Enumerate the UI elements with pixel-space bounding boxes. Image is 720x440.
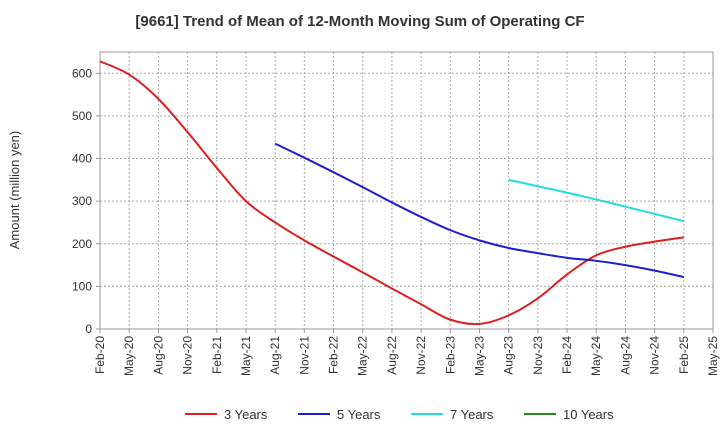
series-line-5-years xyxy=(274,142,685,278)
y-tick-label: 200 xyxy=(72,237,92,251)
x-tick-label: Feb-24 xyxy=(560,336,574,374)
y-tick-label: 600 xyxy=(72,66,92,80)
x-tick-label: May-21 xyxy=(239,336,253,376)
x-tick-label: May-23 xyxy=(472,336,486,376)
legend-label: 3 Years xyxy=(224,407,268,422)
x-tick-label: Aug-24 xyxy=(618,336,632,375)
y-tick-label: 0 xyxy=(85,322,92,336)
x-tick-label: Nov-21 xyxy=(297,336,311,375)
x-tick-label: Feb-23 xyxy=(443,336,457,374)
series-line-7-years xyxy=(508,178,685,223)
x-tick-label: May-20 xyxy=(122,336,136,376)
x-tick-label: Aug-20 xyxy=(151,336,165,375)
x-tick-label: Feb-20 xyxy=(93,336,107,374)
legend: 3 Years 5 Years 7 Years 10 Years xyxy=(185,407,614,422)
x-tick-label: Aug-22 xyxy=(385,336,399,375)
grid xyxy=(100,52,713,329)
plot-area xyxy=(99,51,714,330)
x-tick-label: Feb-21 xyxy=(210,336,224,374)
chart-title: [9661] Trend of Mean of 12-Month Moving … xyxy=(135,13,584,30)
legend-label: 5 Years xyxy=(337,407,381,422)
x-tick-label: Nov-23 xyxy=(531,336,545,375)
x-tick-label: May-22 xyxy=(356,336,370,376)
x-tick-label: May-24 xyxy=(589,336,603,376)
x-axis-ticks: Feb-20 May-20 Aug-20 Nov-20 Feb-21 May-21 Aug-… xyxy=(93,329,720,376)
x-tick-label: May-25 xyxy=(706,336,720,376)
x-tick-label: Feb-25 xyxy=(677,336,691,374)
y-axis-label: Amount (million yen) xyxy=(7,131,22,250)
legend-label: 7 Years xyxy=(450,407,494,422)
x-tick-label: Aug-23 xyxy=(502,336,516,375)
x-tick-label: Nov-22 xyxy=(414,336,428,375)
y-tick-label: 400 xyxy=(72,152,92,166)
y-axis-ticks: 0 100 200 300 400 500 600 xyxy=(72,66,100,336)
y-tick-label: 300 xyxy=(72,194,92,208)
y-tick-label: 100 xyxy=(72,279,92,293)
x-tick-label: Feb-22 xyxy=(327,336,341,374)
x-tick-label: Nov-24 xyxy=(648,336,662,375)
y-tick-label: 500 xyxy=(72,109,92,123)
x-tick-label: Nov-20 xyxy=(181,336,195,375)
series-lines xyxy=(99,60,685,326)
x-tick-label: Aug-21 xyxy=(268,336,282,375)
legend-label: 10 Years xyxy=(563,407,614,422)
